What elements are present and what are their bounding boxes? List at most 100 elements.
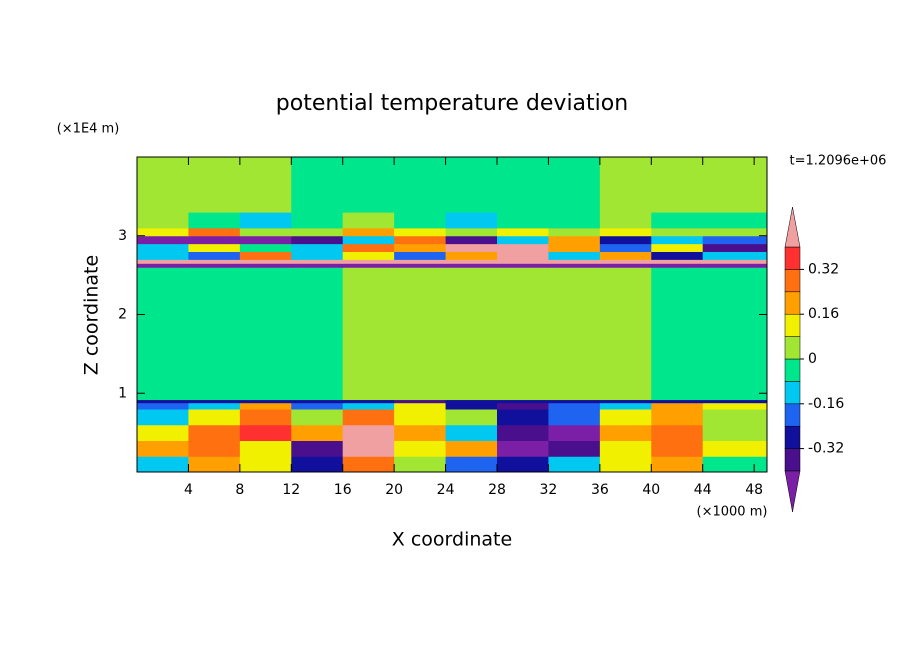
field-cell xyxy=(137,267,189,401)
colorbar-label: -0.16 xyxy=(808,396,844,412)
field-cell xyxy=(651,399,704,404)
field-cell xyxy=(497,227,549,237)
field-cell xyxy=(342,409,395,426)
colorbar-box xyxy=(784,448,801,472)
colorbar-label: 0.16 xyxy=(808,306,839,322)
field-cell xyxy=(599,212,652,229)
colorbar-box xyxy=(784,336,801,360)
field-cell xyxy=(445,424,498,441)
field-cell xyxy=(651,263,704,268)
x-tick-label: 40 xyxy=(642,482,660,498)
colorbar-box xyxy=(784,269,801,293)
colorbar-bottom xyxy=(784,470,801,513)
field-cell xyxy=(239,259,292,264)
field-cell xyxy=(239,157,292,213)
field-cell xyxy=(188,267,241,401)
field-cell xyxy=(445,456,498,473)
field-cell xyxy=(651,243,704,252)
field-cell xyxy=(239,263,292,268)
field-cell xyxy=(548,424,601,441)
field-cell xyxy=(291,440,344,457)
colorbar-top xyxy=(784,206,801,248)
field-cell xyxy=(342,251,395,260)
field-cell xyxy=(291,399,344,404)
field-cell xyxy=(342,263,395,268)
field-cell xyxy=(651,227,704,237)
field-cell xyxy=(342,402,395,410)
field-cell xyxy=(239,212,292,229)
field-cell xyxy=(394,259,447,264)
field-cell xyxy=(445,251,498,260)
field-cell xyxy=(188,251,241,260)
field-cell xyxy=(188,227,241,237)
field-cell xyxy=(445,212,498,229)
field-cell xyxy=(239,235,292,245)
field-cell xyxy=(497,424,549,441)
chart-title: potential temperature deviation xyxy=(276,91,628,116)
x-tick-label: 16 xyxy=(334,482,352,498)
field-cell xyxy=(702,251,768,260)
field-cell xyxy=(702,409,768,426)
field-cell xyxy=(702,456,768,473)
colorbar-label: 0 xyxy=(808,351,817,367)
x-axis-title: X coordinate xyxy=(392,529,512,551)
field-cell xyxy=(445,243,498,252)
field-cell xyxy=(497,259,549,264)
field-cell xyxy=(291,409,344,426)
field-cell xyxy=(599,243,652,252)
field-cell xyxy=(702,263,768,268)
field-cell xyxy=(599,409,652,426)
field-cell xyxy=(394,402,447,410)
field-cell xyxy=(291,402,344,410)
field-cell xyxy=(702,440,768,457)
field-cell xyxy=(548,259,601,264)
x-tick-label: 20 xyxy=(385,482,403,498)
field-cell xyxy=(342,157,395,213)
field-cell xyxy=(497,399,549,404)
field-cell xyxy=(188,263,241,268)
field-cell xyxy=(497,267,549,401)
field-cell xyxy=(702,424,768,441)
field-cell xyxy=(702,227,768,237)
field-cell xyxy=(599,267,652,401)
field-cell xyxy=(394,456,447,473)
field-cell xyxy=(137,424,189,441)
field-cell xyxy=(188,235,241,245)
field-cell xyxy=(548,440,601,457)
y-units: (×1E4 m) xyxy=(57,122,120,137)
y-axis-title: Z coordinate xyxy=(81,255,103,375)
field-cell xyxy=(394,157,447,213)
field-cell xyxy=(497,251,549,260)
x-tick-label: 24 xyxy=(437,482,455,498)
colorbar-box xyxy=(784,403,801,427)
field-cell xyxy=(599,235,652,245)
field-cell xyxy=(188,259,241,264)
x-units: (×1000 m) xyxy=(697,505,768,520)
field-cell xyxy=(548,267,601,401)
field-cell xyxy=(702,402,768,410)
field-cell xyxy=(702,157,768,213)
field-cell xyxy=(137,251,189,260)
x-tick-label: 32 xyxy=(540,482,558,498)
field-cell xyxy=(394,440,447,457)
field-cell xyxy=(497,456,549,473)
field-cell xyxy=(291,243,344,252)
field-cell xyxy=(342,399,395,404)
field-cell xyxy=(599,402,652,410)
field-cell xyxy=(651,235,704,245)
field-cell xyxy=(548,456,601,473)
field-cell xyxy=(394,424,447,441)
field-cell xyxy=(651,251,704,260)
field-cell xyxy=(497,409,549,426)
field-cell xyxy=(137,263,189,268)
field-cell xyxy=(239,399,292,404)
field-cell xyxy=(188,440,241,457)
field-cell xyxy=(137,440,189,457)
field-cell xyxy=(445,259,498,264)
field-cell xyxy=(394,235,447,245)
field-cell xyxy=(445,440,498,457)
field-cell xyxy=(599,456,652,473)
field-cell xyxy=(291,267,344,401)
x-tick-label: 36 xyxy=(591,482,609,498)
